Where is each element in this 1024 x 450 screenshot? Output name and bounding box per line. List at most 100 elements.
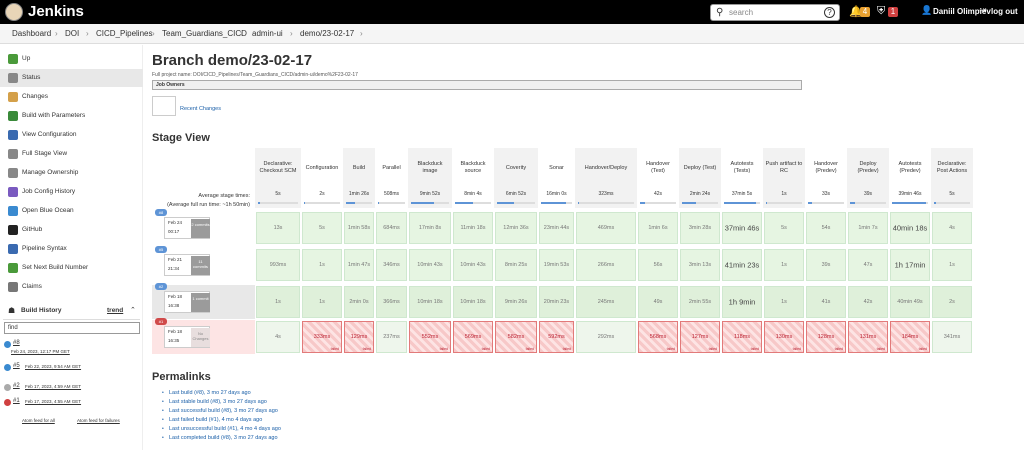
stage-cell[interactable]: 1min 47s xyxy=(344,249,374,281)
stage-cell[interactable]: 569ms failed xyxy=(453,321,493,353)
stage-cell[interactable]: 49s xyxy=(638,286,678,318)
stage-cell[interactable]: 23min 44s xyxy=(539,212,574,244)
breadcrumb-item[interactable]: Dashboard xyxy=(12,29,52,38)
run-summary-box[interactable]: Feb 24 00:17 2 commits xyxy=(164,217,210,239)
stage-cell[interactable]: 333ms failed xyxy=(302,321,342,353)
commits-badge[interactable]: 2 commits xyxy=(191,219,210,238)
notification-badge[interactable]: 4 xyxy=(860,7,870,17)
sidebar-item[interactable]: Job Config History xyxy=(0,183,143,201)
shield-icon[interactable]: ⛨ xyxy=(877,5,886,17)
stage-cell[interactable]: 346ms xyxy=(376,249,407,281)
build-number-tag[interactable]: #2 xyxy=(155,283,167,290)
commits-badge[interactable]: 1 commit xyxy=(191,293,210,312)
stage-cell[interactable]: 292ms xyxy=(576,321,636,353)
user-icon[interactable]: 👤 xyxy=(921,5,933,15)
stage-cell[interactable]: 1s xyxy=(256,286,300,318)
stage-cell[interactable]: 237ms xyxy=(376,321,407,353)
build-number-tag[interactable]: #1 xyxy=(155,318,167,325)
stage-cell[interactable]: 13s xyxy=(256,212,300,244)
build-number-link[interactable]: #2 xyxy=(13,383,20,389)
permalink-link[interactable]: Last stable build (#8), 3 mo 27 days ago xyxy=(169,399,267,405)
user-name[interactable]: Daniil Olimpiev xyxy=(933,7,991,16)
stage-cell[interactable]: 127ms failed xyxy=(680,321,720,353)
sidebar-item[interactable]: GitHub xyxy=(0,221,143,239)
permalink-link[interactable]: Last build (#8), 3 mo 27 days ago xyxy=(169,390,251,396)
find-input[interactable]: find xyxy=(4,322,140,334)
commits-badge[interactable]: No Changes xyxy=(191,328,210,347)
stage-cell[interactable]: 19min 53s xyxy=(539,249,574,281)
bell-icon[interactable]: 🔔 xyxy=(849,6,863,18)
permalink-item[interactable]: • Last build (#8), 3 mo 27 days ago xyxy=(162,390,251,396)
stage-cell[interactable]: 1h 17min xyxy=(890,249,930,281)
atom-feed-failures-link[interactable]: Atom feed for failures xyxy=(77,418,120,423)
stage-cell[interactable]: 130ms failed xyxy=(764,321,804,353)
stage-cell[interactable]: 56s xyxy=(638,249,678,281)
build-number-link[interactable]: #8 xyxy=(13,340,20,346)
stage-cell[interactable]: 41s xyxy=(806,286,846,318)
breadcrumb-item[interactable]: Team_Guardians_CICD xyxy=(162,29,247,38)
stage-cell[interactable]: 552ms failed xyxy=(409,321,451,353)
stage-cell[interactable]: 184ms failed xyxy=(890,321,930,353)
build-date-link[interactable]: Feb 22, 2023, 9:54 AM GET xyxy=(25,364,82,369)
sidebar-item[interactable]: Build with Parameters xyxy=(0,107,143,125)
stage-cell[interactable]: 1min 7s xyxy=(848,212,888,244)
stage-cell[interactable]: 266ms xyxy=(576,249,636,281)
stage-cell[interactable]: 10min 18s xyxy=(453,286,493,318)
stage-cell[interactable]: 54s xyxy=(806,212,846,244)
permalink-item[interactable]: • Last successful build (#8), 3 mo 27 day… xyxy=(162,408,278,414)
jenkins-logo-icon[interactable] xyxy=(5,3,23,21)
stage-cell[interactable]: 47s xyxy=(848,249,888,281)
stage-cell[interactable]: 5s xyxy=(764,212,804,244)
sidebar-item[interactable]: Claims xyxy=(0,278,143,296)
brand-title[interactable]: Jenkins xyxy=(28,3,84,20)
stage-cell[interactable]: 17min 8s xyxy=(409,212,451,244)
sidebar-item[interactable]: Status xyxy=(0,69,143,87)
stage-cell[interactable]: 1s xyxy=(764,286,804,318)
stage-cell[interactable]: 128ms failed xyxy=(806,321,846,353)
stage-cell[interactable]: 341ms xyxy=(932,321,972,353)
trend-link[interactable]: trend xyxy=(107,307,124,314)
stage-cell[interactable]: 1s xyxy=(932,249,972,281)
stage-cell[interactable]: 3min 13s xyxy=(680,249,720,281)
build-number-link[interactable]: #1 xyxy=(13,398,20,404)
job-owners-section[interactable]: Job Owners xyxy=(152,80,802,90)
stage-cell[interactable]: 8min 25s xyxy=(495,249,537,281)
breadcrumb-item[interactable]: demo/23-02-17 xyxy=(300,29,355,38)
sidebar-item[interactable]: Up xyxy=(0,50,143,68)
security-badge[interactable]: 1 xyxy=(888,7,898,17)
stage-cell[interactable]: 993ms xyxy=(256,249,300,281)
stage-cell[interactable]: 12min 36s xyxy=(495,212,537,244)
permalink-item[interactable]: • Last stable build (#8), 3 mo 27 days ag… xyxy=(162,399,267,405)
stage-cell[interactable]: 4s xyxy=(932,212,972,244)
stage-cell[interactable]: 2min 55s xyxy=(680,286,720,318)
stage-cell[interactable]: 1s xyxy=(302,286,342,318)
stage-cell[interactable]: 129ms failed xyxy=(344,321,374,353)
atom-feed-all-link[interactable]: Atom feed for all xyxy=(22,418,55,423)
permalink-item[interactable]: • Last completed build (#8), 3 mo 27 days… xyxy=(162,435,278,441)
stage-cell[interactable]: 1min 6s xyxy=(638,212,678,244)
stage-cell[interactable]: 582ms failed xyxy=(495,321,537,353)
stage-cell[interactable]: 4s xyxy=(256,321,300,353)
stage-cell[interactable]: 40min 49s xyxy=(890,286,930,318)
sidebar-item[interactable]: Set Next Build Number xyxy=(0,259,143,277)
build-date-link[interactable]: Feb 17, 2023, 4:59 AM GET xyxy=(25,384,82,389)
stage-cell[interactable]: 2s xyxy=(932,286,972,318)
collapse-icon[interactable]: ⌃ xyxy=(130,307,136,314)
breadcrumb-item[interactable]: DOI xyxy=(65,29,80,38)
stage-cell[interactable]: 42s xyxy=(848,286,888,318)
stage-cell[interactable]: 10min 43s xyxy=(409,249,451,281)
permalink-link[interactable]: Last unsuccessful build (#1), 4 mo 4 day… xyxy=(169,426,281,432)
sidebar-item[interactable]: Pipeline Syntax xyxy=(0,240,143,258)
notepad-icon[interactable] xyxy=(152,96,176,116)
stage-cell[interactable]: 39s xyxy=(806,249,846,281)
breadcrumb-item[interactable]: admin-ui xyxy=(252,29,283,38)
recent-changes-link[interactable]: Recent Changes xyxy=(180,106,221,112)
stage-cell[interactable]: 245ms xyxy=(576,286,636,318)
help-icon[interactable]: ? xyxy=(824,7,835,18)
stage-cell[interactable]: 568ms failed xyxy=(638,321,678,353)
logout-icon[interactable]: ⇥ xyxy=(979,5,987,15)
permalink-item[interactable]: • Last unsuccessful build (#1), 4 mo 4 da… xyxy=(162,426,281,432)
stage-cell[interactable]: 131ms failed xyxy=(848,321,888,353)
commits-badge[interactable]: 11 commits xyxy=(191,256,210,275)
stage-cell[interactable]: 11min 18s xyxy=(453,212,493,244)
